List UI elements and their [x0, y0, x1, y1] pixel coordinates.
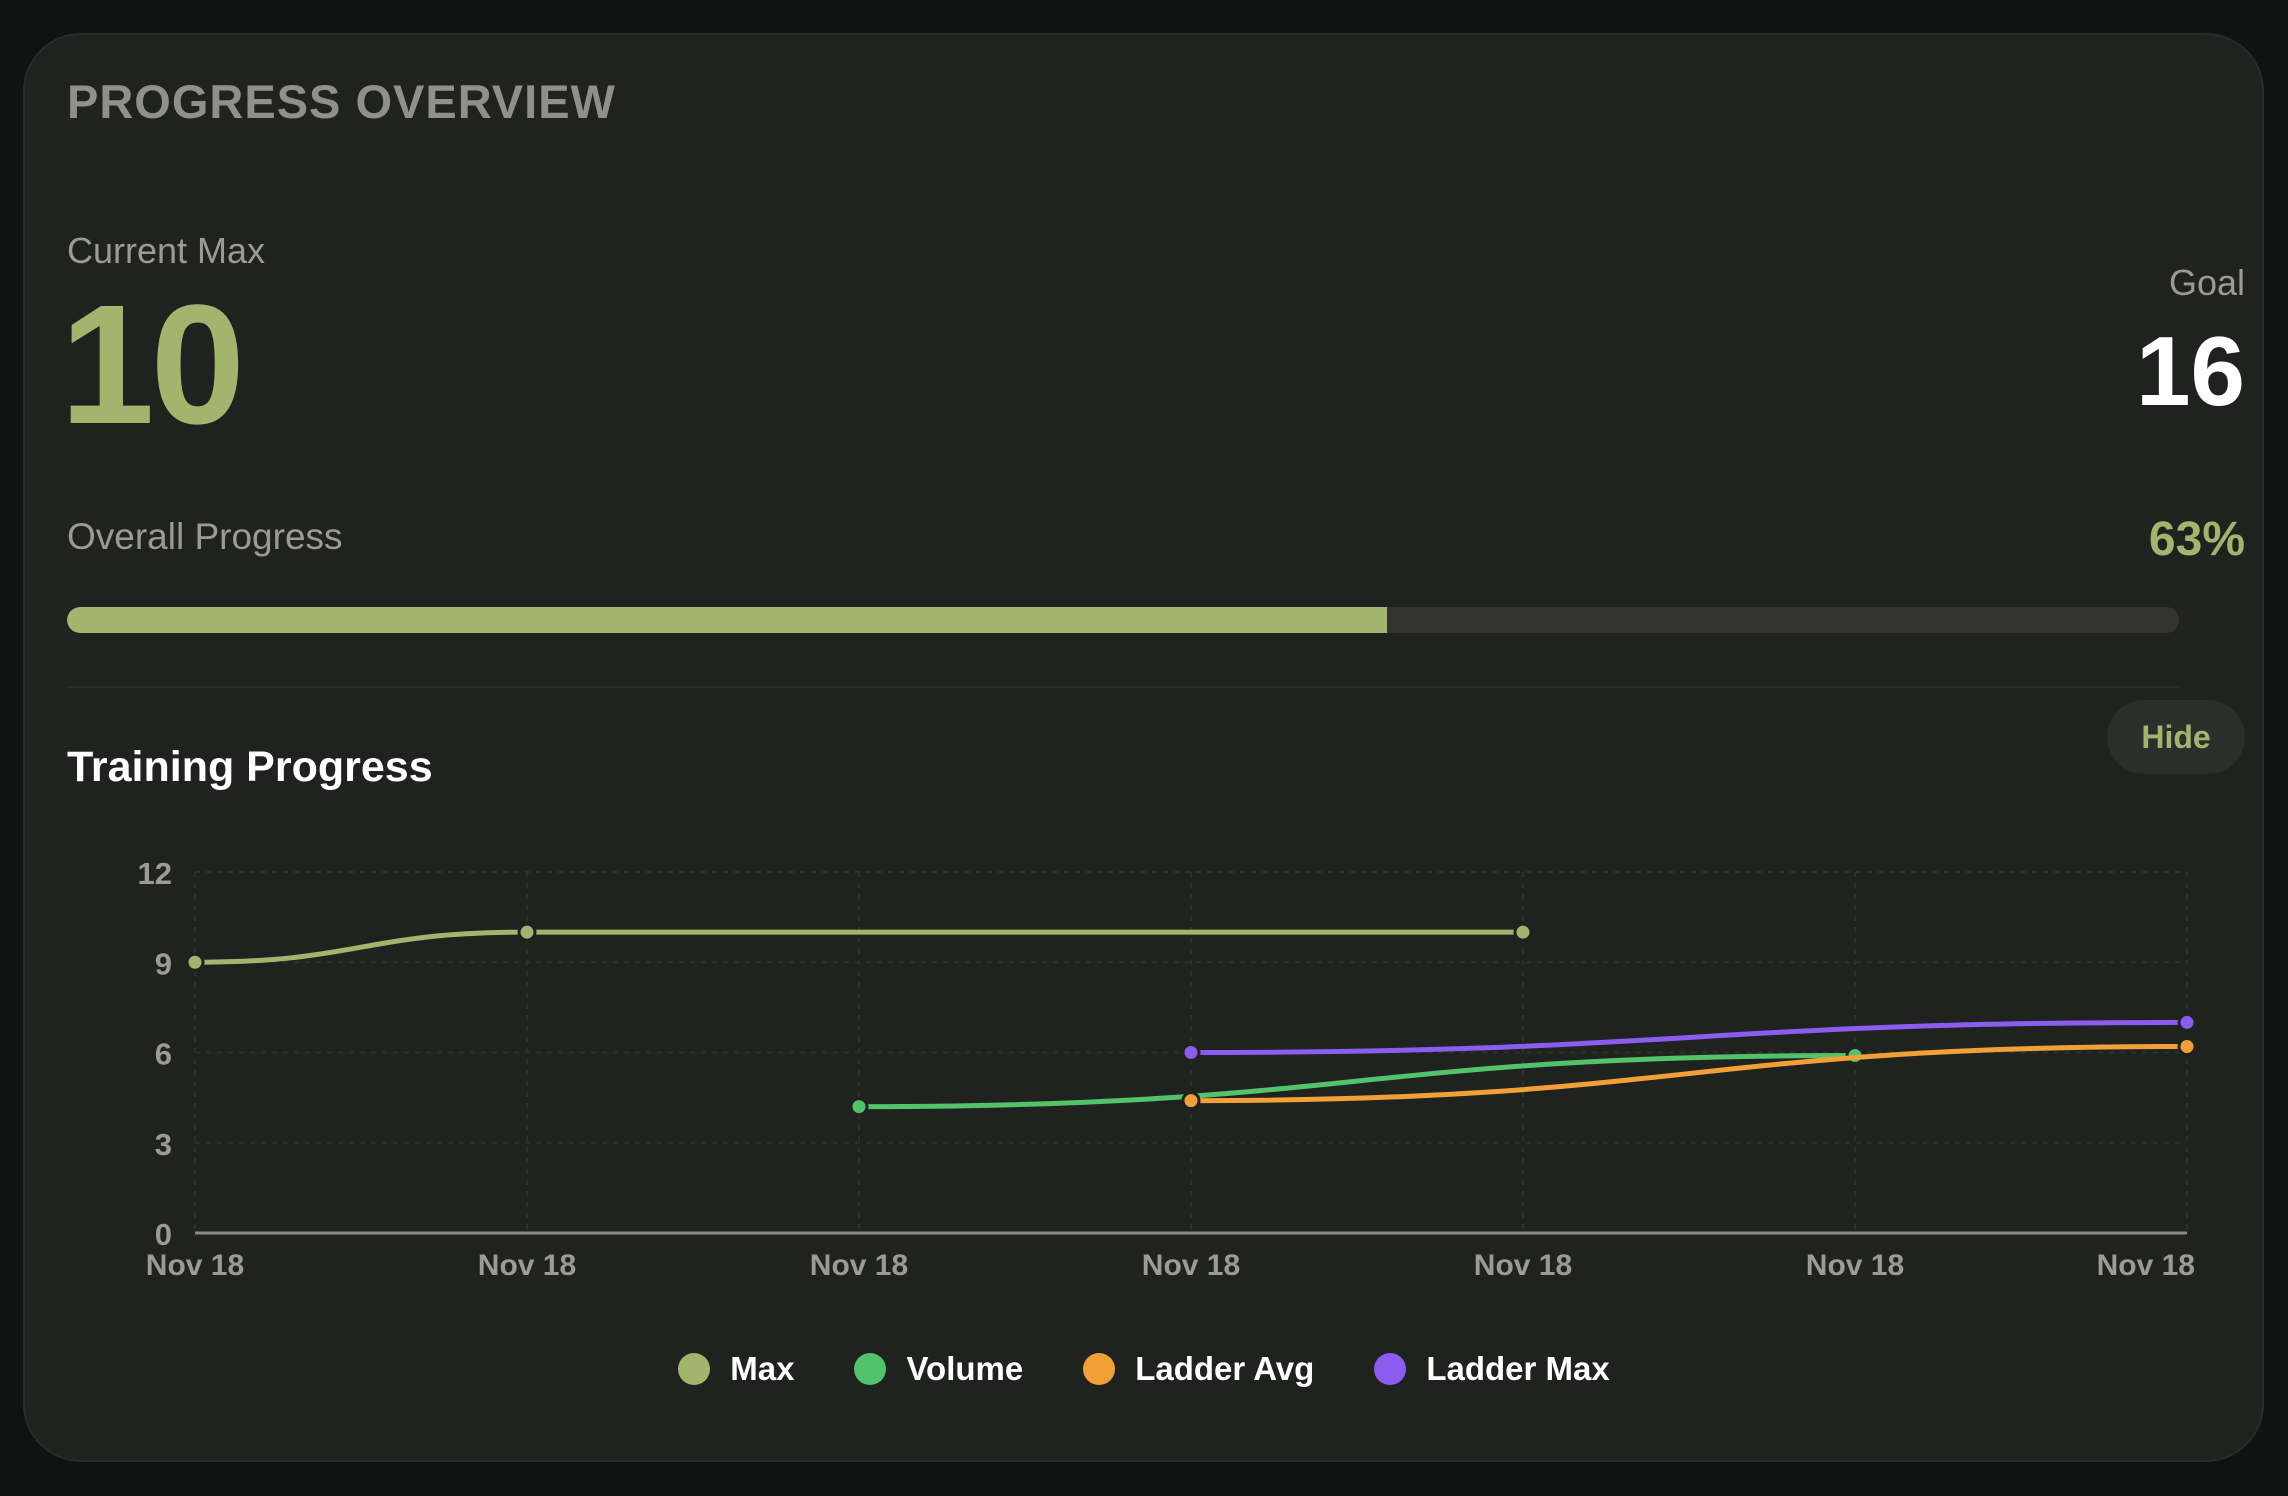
data-point-ladder-avg	[1181, 1091, 1201, 1111]
series-line-volume	[856, 1053, 1858, 1110]
chart-legend: Max Volume Ladder Avg Ladder Max	[0, 1350, 2288, 1388]
x-tick-label: Nov 18	[478, 1249, 576, 1282]
x-tick-label: Nov 18	[1806, 1249, 1904, 1282]
x-tick-label: Nov 18	[1142, 1249, 1240, 1282]
legend-item: Volume	[854, 1350, 1023, 1388]
legend-label: Ladder Avg	[1135, 1350, 1315, 1387]
series-line-ladder-max	[1188, 1019, 2190, 1055]
section-title: PROGRESS OVERVIEW	[67, 75, 616, 128]
data-point-max	[185, 952, 205, 972]
hide-chart-button[interactable]: Hide	[2107, 700, 2245, 774]
divider	[67, 686, 2179, 688]
data-point-max	[1513, 922, 1533, 942]
data-point-max	[517, 922, 537, 942]
data-point-ladder-max	[1181, 1043, 1201, 1062]
progress-bar-fill	[67, 607, 1387, 633]
legend-item: Max	[678, 1350, 794, 1388]
x-tick-label: Nov 18	[146, 1249, 244, 1282]
legend-item: Ladder Max	[1374, 1350, 1610, 1388]
data-point-volume	[849, 1097, 869, 1117]
legend-label: Ladder Max	[1426, 1350, 1610, 1387]
current-max-value: 10	[60, 270, 245, 460]
data-point-ladder-max	[2177, 1012, 2197, 1032]
legend-item: Ladder Avg	[1083, 1350, 1314, 1388]
progress-bar-track	[67, 607, 2179, 633]
x-tick-label: Nov 18	[1474, 1249, 1572, 1282]
y-tick-label: 9	[155, 946, 172, 981]
legend-dot	[1083, 1353, 1116, 1385]
overall-progress-label: Overall Progress	[67, 516, 343, 557]
x-tick-label: Nov 18	[2097, 1249, 2195, 1282]
y-tick-label: 12	[138, 856, 172, 891]
progress-overview-card	[23, 33, 2264, 1462]
y-tick-label: 3	[155, 1127, 172, 1162]
legend-label: Max	[730, 1350, 795, 1387]
legend-dot	[1374, 1353, 1407, 1385]
x-tick-label: Nov 18	[810, 1249, 908, 1282]
current-max-label: Current Max	[67, 230, 266, 271]
legend-label: Volume	[906, 1350, 1024, 1387]
goal-label: Goal	[2168, 262, 2245, 303]
legend-dot	[854, 1353, 887, 1385]
chart-title: Training Progress	[67, 743, 433, 791]
overall-progress-percent: 63%	[2148, 513, 2245, 566]
training-progress-chart: 0 3 6 9 12 Nov 18 Nov 18 Nov 18 Nov 18 Nov 18 Nov …	[138, 856, 2197, 1282]
series-line-max	[192, 929, 1526, 965]
y-tick-label: 0	[155, 1217, 172, 1252]
y-tick-label: 6	[155, 1037, 172, 1072]
goal-value: 16	[2135, 316, 2245, 426]
legend-dot	[678, 1353, 711, 1385]
data-point-ladder-avg	[2177, 1036, 2197, 1056]
series-line-ladder-avg	[1188, 1043, 2190, 1104]
